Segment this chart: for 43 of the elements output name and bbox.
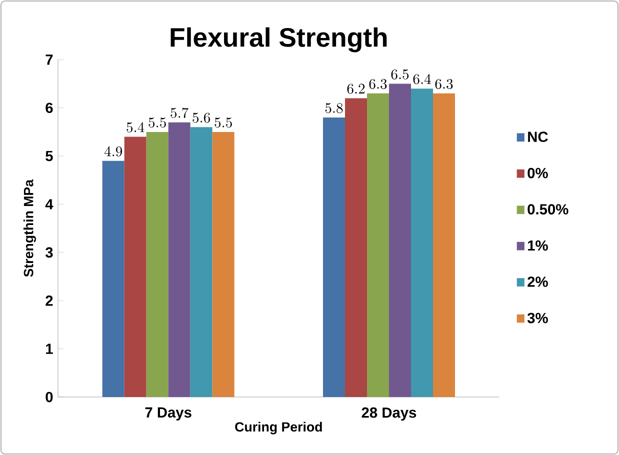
legend-label: 0.50% <box>528 204 568 215</box>
y-axis-title: Strengthin MPa <box>23 179 36 277</box>
y-tick-label: 0 <box>46 392 53 402</box>
bar <box>433 93 455 397</box>
y-tick-label: 2 <box>46 296 53 306</box>
bar <box>168 122 190 397</box>
data-label: 6.4 <box>413 74 431 84</box>
data-label: 6.3 <box>369 78 387 90</box>
y-tick-label: 7 <box>46 54 53 65</box>
x-axis-title: Curing Period <box>235 422 322 434</box>
data-label: 5.7 <box>170 108 188 118</box>
bar <box>146 132 168 397</box>
x-tick-label: 28 Days <box>362 407 416 421</box>
data-label: 5.5 <box>148 118 166 128</box>
bar <box>190 127 212 397</box>
legend-label: 0% <box>528 168 548 178</box>
legend-label: 1% <box>528 240 548 251</box>
bar <box>323 118 345 397</box>
data-label: 5.6 <box>192 112 210 123</box>
data-label: 5.4 <box>126 122 144 132</box>
bar <box>389 84 411 397</box>
y-tick-label: 4 <box>45 199 54 210</box>
legend-label: 3% <box>527 312 548 324</box>
data-label: 6.2 <box>347 84 365 94</box>
data-label: 5.5 <box>214 118 232 128</box>
legend-label: 2% <box>528 276 548 287</box>
bar <box>124 136 146 397</box>
bar <box>102 160 124 397</box>
data-label: 6.5 <box>391 69 409 80</box>
y-tick-label: 1 <box>46 344 53 354</box>
bar <box>411 88 433 397</box>
y-tick-label: 3 <box>45 247 53 258</box>
data-label: 5.8 <box>325 103 343 114</box>
legend-label: NC <box>528 132 548 142</box>
y-tick-label: 6 <box>46 102 53 114</box>
y-tick-label: 5 <box>46 150 53 162</box>
data-label: 6.3 <box>435 78 453 90</box>
bar <box>367 93 389 397</box>
chart-title: Flexural Strength <box>170 27 387 52</box>
x-tick-label: 7 Days <box>145 407 192 421</box>
data-label: 4.9 <box>104 146 122 156</box>
bar <box>212 132 234 397</box>
bar <box>345 98 368 397</box>
